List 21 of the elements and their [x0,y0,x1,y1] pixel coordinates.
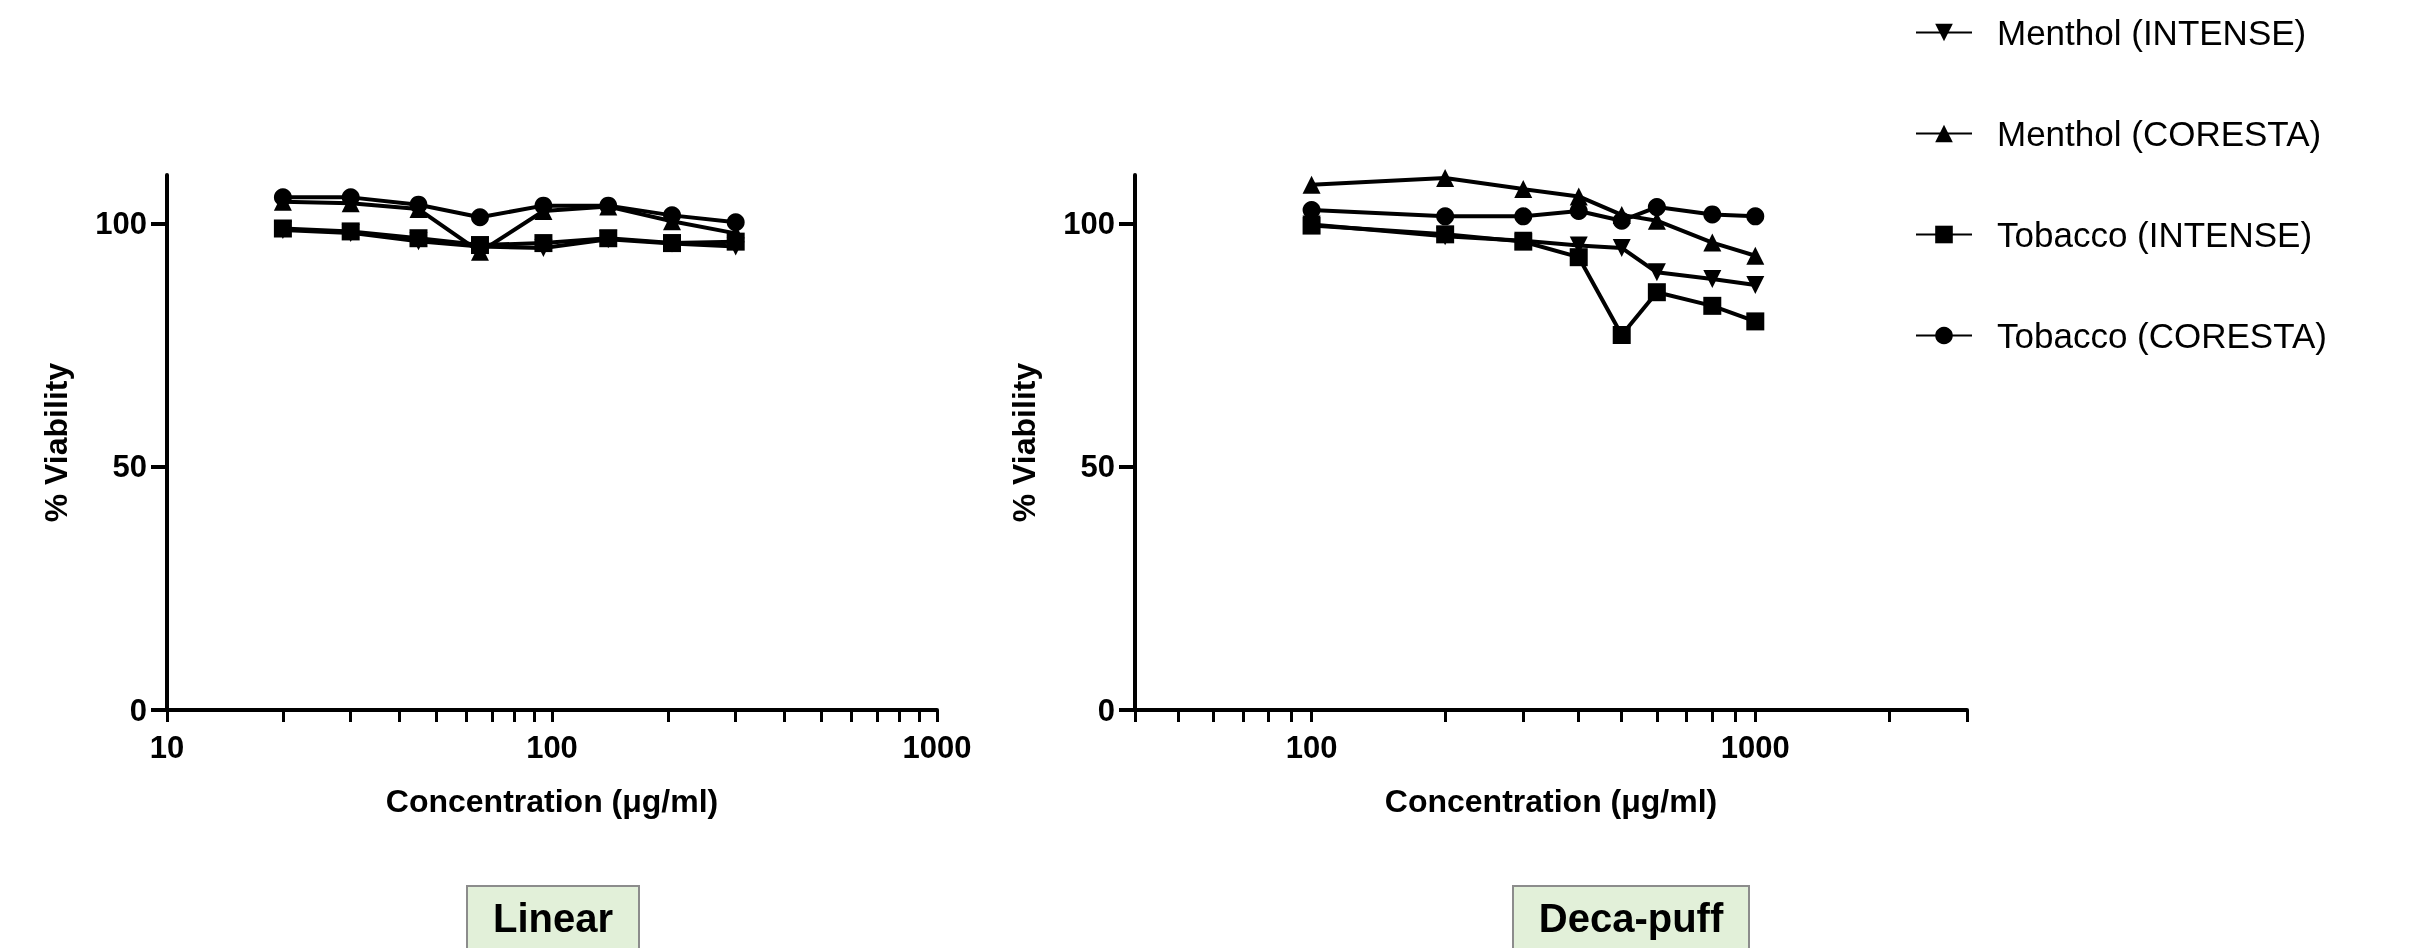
x-axis-title: Concentration (μg/ml) [385,783,719,819]
x-tick-label: 100 [526,730,578,765]
x-tick-label: 1000 [1720,730,1790,765]
x-axis-title: Concentration (μg/ml) [1384,783,1718,819]
legend-label: Tobacco (INTENSE) [1997,215,2313,254]
y-axis-title: % Viability [1006,362,1042,523]
y-tick-label: 50 [1080,449,1115,485]
y-tick-label: 100 [1063,206,1115,242]
legend-label: Menthol (INTENSE) [1997,13,2307,52]
x-tick-label: 1000 [902,730,972,765]
y-tick-label: 100 [95,206,147,242]
text: Deca-puff [1538,896,1724,940]
x-tick-label: 100 [1285,730,1338,765]
legend-label: Tobacco (CORESTA) [1997,316,2327,355]
y-tick-label: 50 [112,449,147,485]
y-axis-title: % Viability [38,362,74,523]
x-tick-label: 10 [149,730,185,765]
text: Linear [492,896,614,940]
y-tick-label: 0 [129,692,147,728]
legend-label: Menthol (CORESTA) [1997,114,2322,153]
y-tick-label: 0 [1097,692,1115,728]
